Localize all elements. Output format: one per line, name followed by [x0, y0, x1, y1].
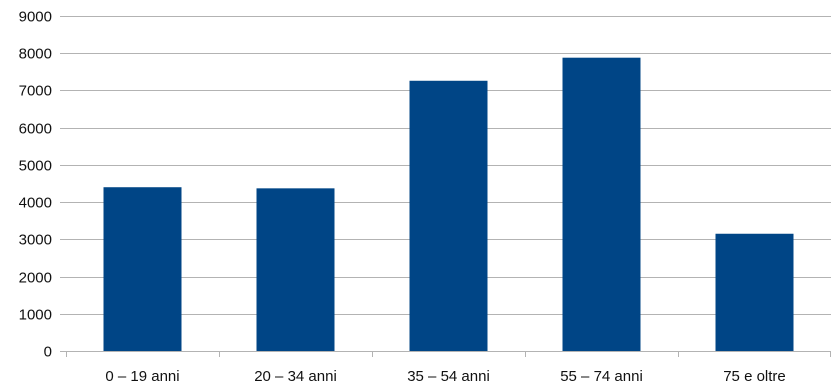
x-tick-label: 35 – 54 anni: [407, 368, 490, 385]
bar: [562, 57, 641, 351]
x-tick-label: 0 – 19 anni: [105, 368, 179, 385]
bar: [715, 233, 794, 351]
y-tick-label: 3000: [19, 232, 52, 249]
y-tick-label: 0: [44, 344, 52, 361]
bar: [256, 188, 335, 351]
y-tick-label: 7000: [19, 83, 52, 100]
y-tick-label: 6000: [19, 121, 52, 138]
y-tick-label: 9000: [19, 9, 52, 26]
x-tick-label: 55 – 74 anni: [560, 368, 643, 385]
x-axis: 0 – 19 anni 20 – 34 anni 35 – 54 anni 55 – …: [66, 351, 831, 385]
y-tick-label: 8000: [19, 46, 52, 63]
y-tick-label: 4000: [19, 195, 52, 212]
y-axis: 0 1000 2000 3000 4000 5000 6000 7000 8000 9000: [19, 9, 52, 361]
bars: [103, 57, 794, 352]
x-tick-label: 20 – 34 anni: [254, 368, 337, 385]
bar: [409, 80, 488, 352]
y-tick-label: 1000: [19, 307, 52, 324]
bar: [103, 187, 182, 351]
y-tick-label: 2000: [19, 270, 52, 287]
y-tick-label: 5000: [19, 158, 52, 175]
x-tick-label: 75 e oltre: [723, 368, 786, 385]
